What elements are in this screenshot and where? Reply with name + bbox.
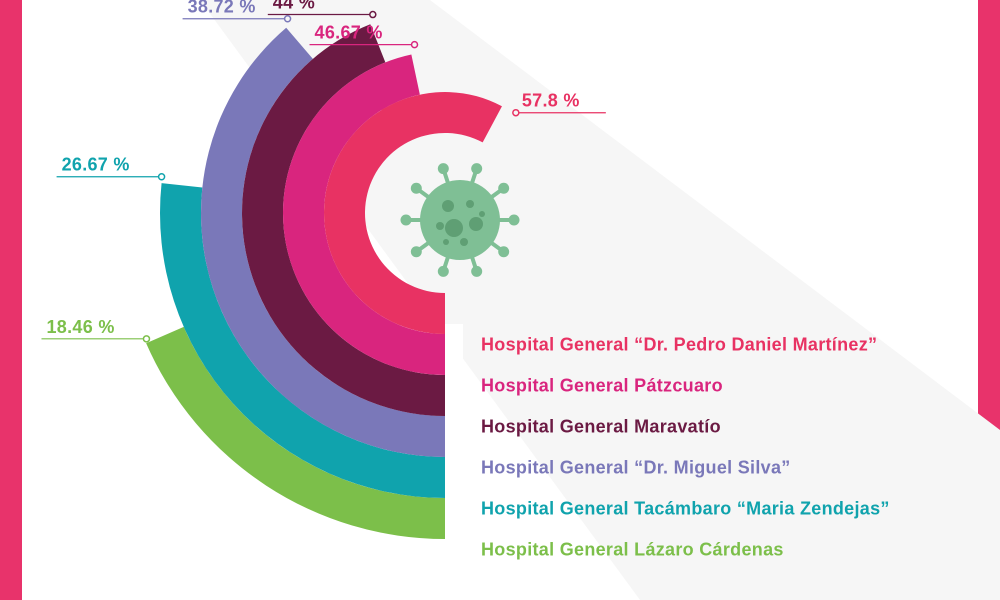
legend-label: Hospital General Pátzcuaro [481, 376, 723, 396]
value-label: 44 % [273, 0, 315, 13]
virus-body [420, 180, 500, 260]
arc-bar [160, 183, 446, 529]
value-label: 18.46 % [46, 317, 114, 337]
arc-bar [242, 24, 445, 447]
virus-spike-tip [498, 246, 510, 258]
virus-spot [436, 222, 444, 230]
legend-label: Hospital General Lázaro Cárdenas [481, 540, 784, 560]
legend-tab [445, 488, 463, 529]
legend-label: Hospital General Maravatío [481, 417, 721, 437]
virus-spot [460, 238, 468, 246]
virus-spike-tip [437, 265, 449, 277]
legend-label: Hospital General “Dr. Miguel Silva” [481, 458, 791, 478]
virus-spike-tip [471, 265, 483, 277]
virus-spike-tip [410, 246, 422, 258]
virus-spot [466, 200, 474, 208]
virus-spike-tip [400, 214, 412, 226]
virus-spot [442, 200, 454, 212]
virus-spot [479, 211, 485, 217]
virus-spot [469, 217, 483, 231]
legend-tab [445, 529, 463, 570]
legend-tab [445, 365, 463, 406]
frame-left-border [0, 0, 22, 600]
value-label: 26.67 % [62, 155, 130, 175]
value-label: 57.8 % [522, 91, 580, 111]
virus-icon [400, 163, 520, 277]
virus-spot [443, 239, 449, 245]
arc-bar [324, 91, 502, 366]
leader-dot [142, 335, 151, 343]
arc-bar [201, 27, 445, 488]
arc-bar [146, 326, 445, 570]
virus-spike-tip [498, 182, 510, 194]
virus-spot [445, 219, 463, 237]
legend-label: Hospital General Tacámbaro “Maria Zendej… [481, 499, 890, 519]
value-label: 38.72 % [188, 0, 256, 17]
value-label: 46.67 % [315, 23, 383, 43]
legend-tab [445, 447, 463, 488]
arc-bar [282, 54, 445, 406]
leader-dot [157, 172, 166, 181]
legend-label: Hospital General “Dr. Pedro Daniel Martí… [481, 335, 877, 355]
virus-spike-tip [508, 214, 520, 226]
virus-spike-tip [437, 163, 449, 175]
virus-spike-tip [471, 163, 483, 175]
background-shade [200, 0, 1000, 600]
legend-tab [445, 324, 463, 365]
virus-spike-tip [410, 182, 422, 194]
legend-tab [445, 406, 463, 447]
